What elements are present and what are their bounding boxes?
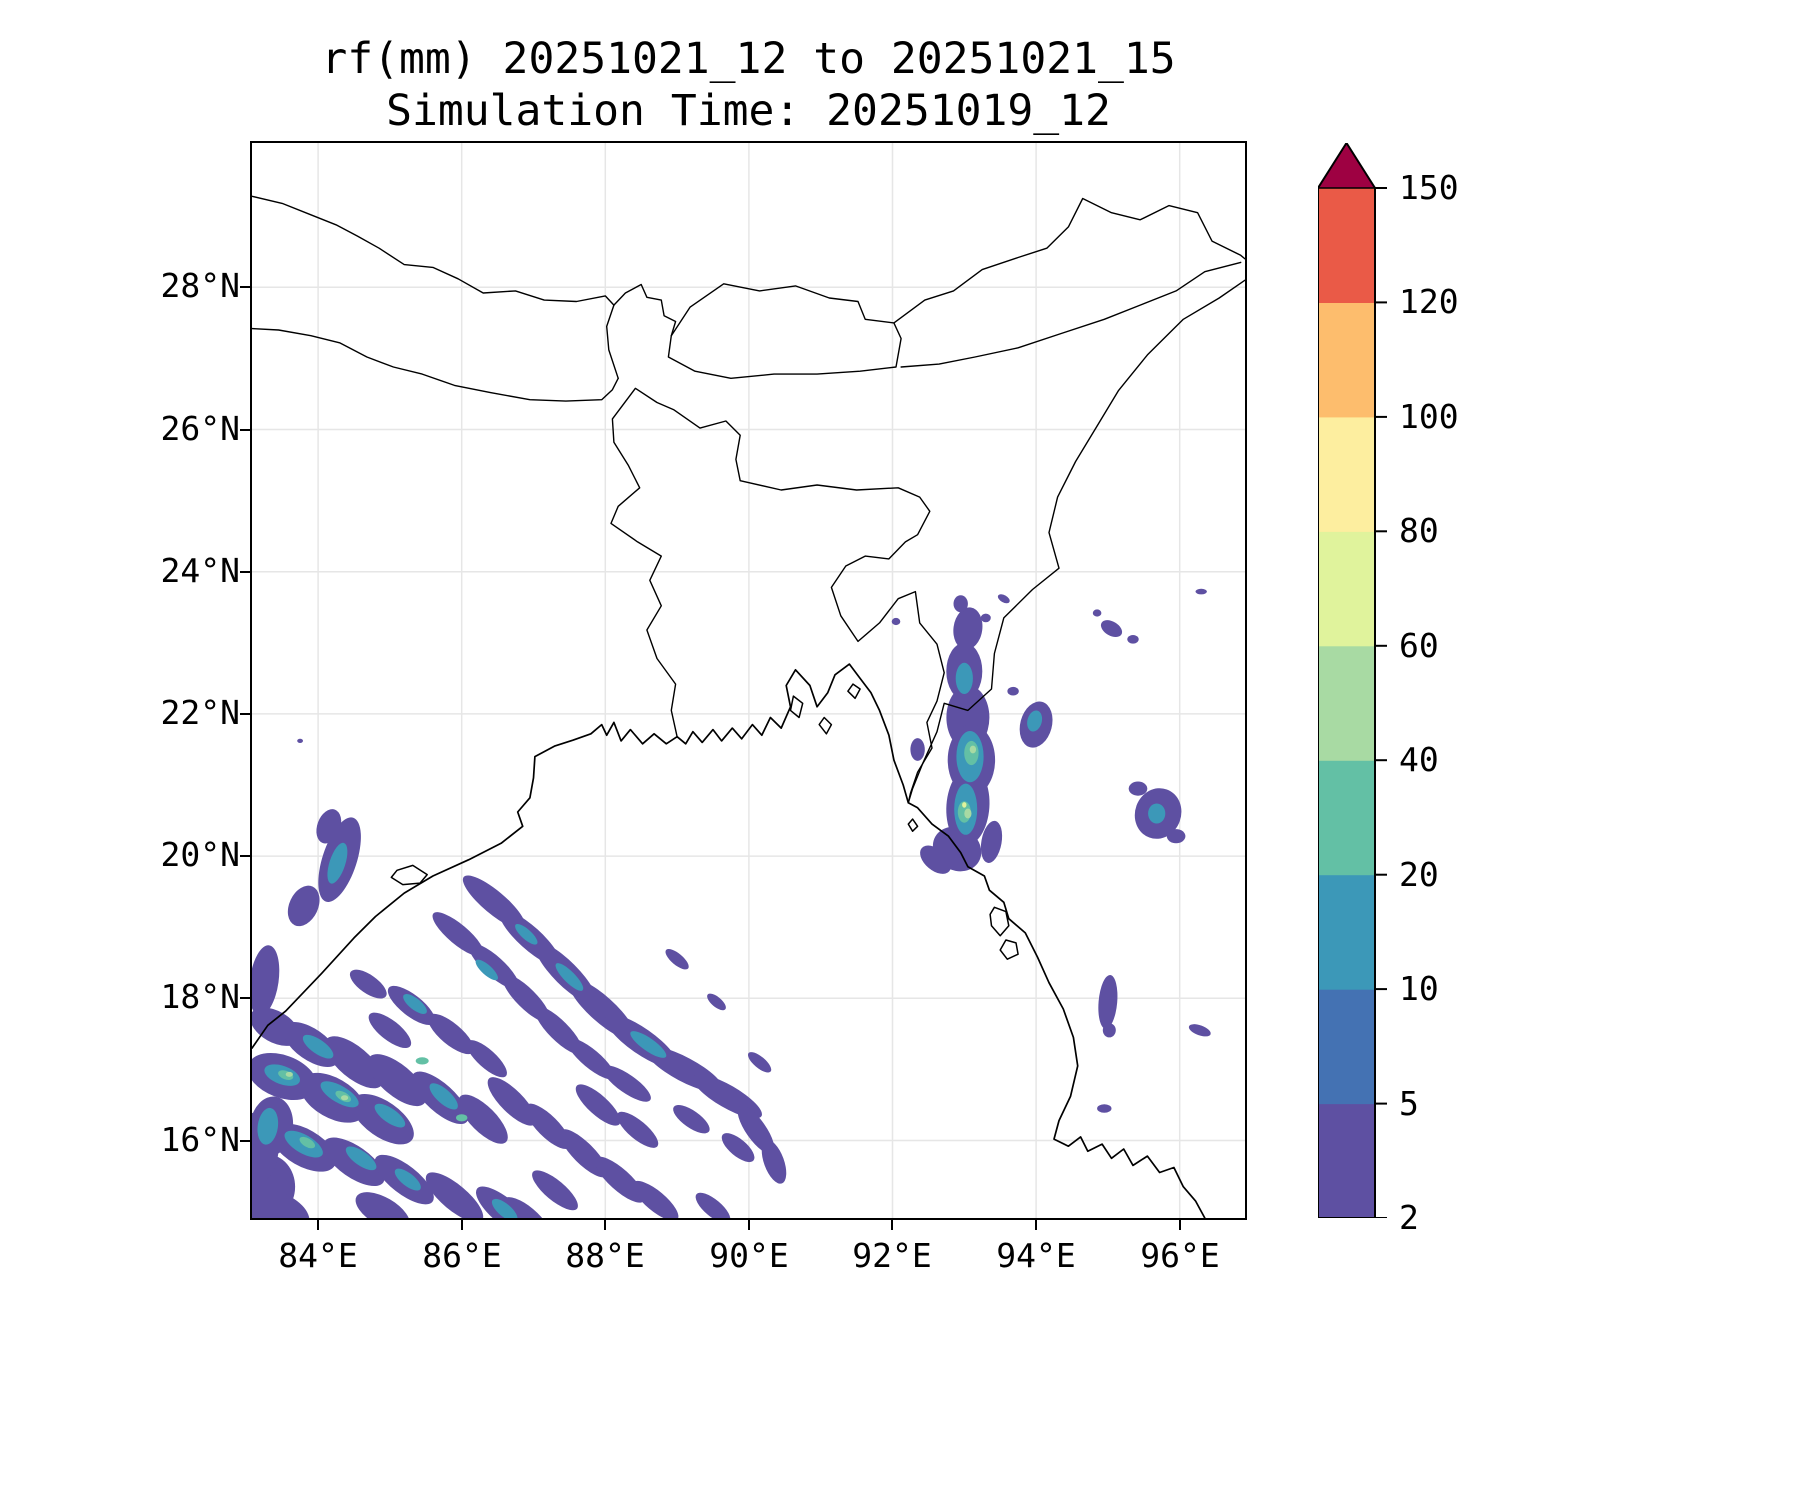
colorbar-tick-label: 120: [1399, 282, 1459, 321]
colorbar-tick-label: 20: [1399, 855, 1439, 894]
colorbar-labels: 2 5 10 20 40 60 80 100 120 150: [1399, 0, 1539, 1500]
map-plot-area: [250, 141, 1247, 1220]
y-tick-label: 28°N: [160, 266, 240, 305]
y-tick-label: 16°N: [160, 1120, 240, 1159]
colorbar-tick-label: 80: [1399, 511, 1439, 550]
colorbar-tick-label: 100: [1399, 397, 1459, 436]
x-tick-label: 84°E: [278, 1236, 358, 1275]
colorbar-over-triangle: [1318, 143, 1375, 188]
y-axis-tick: [240, 713, 250, 715]
colorbar-tick-label: 60: [1399, 626, 1439, 665]
x-axis-tick: [748, 1220, 750, 1230]
x-axis-tick: [604, 1220, 606, 1230]
y-axis-tick: [240, 286, 250, 288]
x-axis-tick: [461, 1220, 463, 1230]
y-tick-label: 20°N: [160, 835, 240, 874]
colorbar-canvas: [1317, 141, 1387, 1219]
x-tick-label: 96°E: [1140, 1236, 1220, 1275]
plot-title: rf(mm) 20251021_12 to 20251021_15: [321, 34, 1176, 84]
y-tick-label: 18°N: [160, 977, 240, 1016]
y-axis-tick: [240, 1140, 250, 1142]
colorbar-tick-label: 10: [1399, 969, 1439, 1008]
x-tick-label: 86°E: [422, 1236, 502, 1275]
colorbar-tick-label: 5: [1399, 1084, 1419, 1123]
plot-subtitle: Simulation Time: 20251019_12: [386, 86, 1111, 136]
y-tick-label: 22°N: [160, 693, 240, 732]
colorbar-tick-label: 2: [1399, 1198, 1419, 1237]
colorbar-tick-label: 150: [1399, 168, 1459, 207]
x-axis-tick: [891, 1220, 893, 1230]
y-axis-tick: [240, 571, 250, 573]
y-axis-tick: [240, 997, 250, 999]
y-tick-label: 24°N: [160, 551, 240, 590]
x-axis-tick: [1035, 1220, 1037, 1230]
colorbar-tick-label: 40: [1399, 740, 1439, 779]
x-axis-tick: [1179, 1220, 1181, 1230]
y-axis-tick: [240, 855, 250, 857]
y-tick-label: 26°N: [160, 409, 240, 448]
x-axis-tick: [317, 1220, 319, 1230]
x-tick-label: 94°E: [996, 1236, 1076, 1275]
y-axis-tick: [240, 429, 250, 431]
colorbar: [1317, 141, 1408, 1219]
x-tick-label: 90°E: [709, 1236, 789, 1275]
x-tick-label: 88°E: [565, 1236, 645, 1275]
rainfall-map-canvas: [252, 143, 1245, 1218]
x-tick-label: 92°E: [852, 1236, 932, 1275]
